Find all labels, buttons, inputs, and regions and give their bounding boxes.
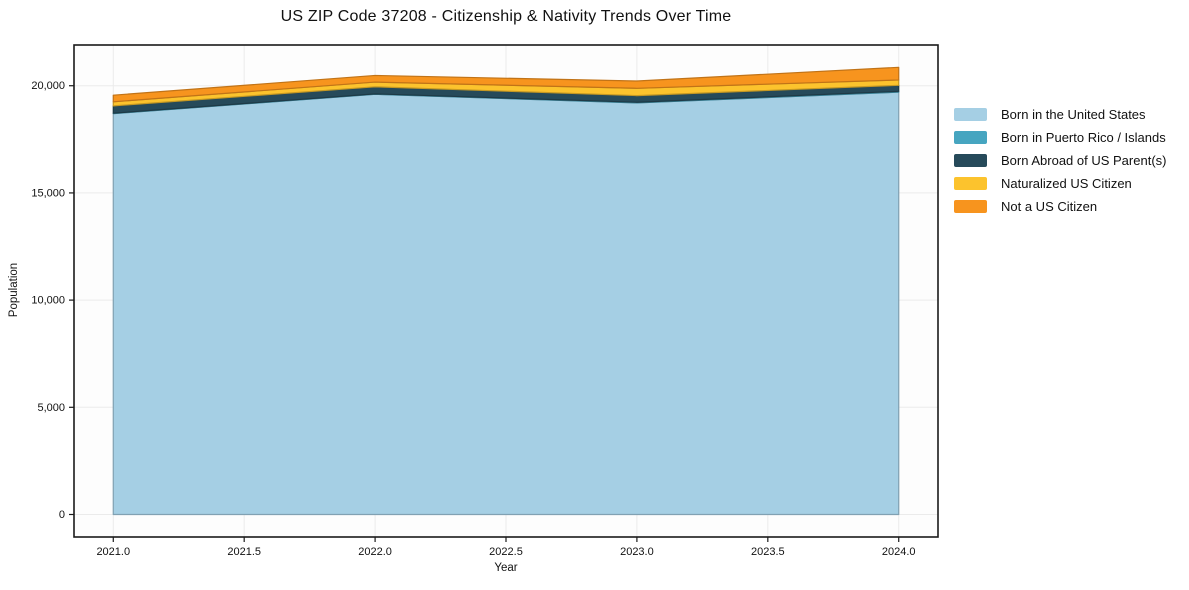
x-tick-label: 2022.5 [489, 546, 523, 558]
area-series-not-a-us-citizen [112, 66, 900, 103]
area-series-born-in-the-united-states [112, 91, 900, 516]
y-tick-label: 10,000 [31, 295, 65, 307]
y-tick-label: 20,000 [31, 80, 65, 92]
x-tick-label: 2023.0 [620, 546, 654, 558]
x-axis-label: Year [494, 562, 518, 574]
legend-swatch [954, 131, 987, 144]
legend-label: Born in Puerto Rico / Islands [1001, 130, 1166, 145]
chart-title: US ZIP Code 37208 - Citizenship & Nativi… [280, 8, 732, 25]
legend-label: Not a US Citizen [1001, 199, 1098, 214]
legend-swatch [954, 108, 987, 121]
legend-label: Naturalized US Citizen [1001, 176, 1132, 191]
x-tick-label: 2021.5 [227, 546, 261, 558]
y-tick-label: 15,000 [31, 187, 65, 199]
legend-item-naturalized-us-citizen: Naturalized US Citizen [954, 172, 1166, 195]
legend-item-born-in-the-united-states: Born in the United States [954, 103, 1166, 126]
legend-item-not-a-us-citizen: Not a US Citizen [954, 195, 1166, 218]
x-tick-label: 2021.0 [96, 546, 130, 558]
x-tick-label: 2022.0 [358, 546, 392, 558]
legend-swatch [954, 177, 987, 190]
legend-item-born-in-puerto-rico-islands: Born in Puerto Rico / Islands [954, 126, 1166, 149]
y-tick-label: 0 [59, 509, 65, 521]
legend-swatch [954, 200, 987, 213]
y-axis-label: Population [8, 262, 20, 318]
legend: Born in the United States Born in Puerto … [954, 103, 1166, 218]
legend-label: Born Abroad of US Parent(s) [1001, 153, 1167, 168]
y-tick-label: 5,000 [37, 402, 65, 414]
x-tick-label: 2023.5 [751, 546, 785, 558]
legend-label: Born in the United States [1001, 107, 1146, 122]
x-tick-label: 2024.0 [882, 546, 916, 558]
legend-swatch [954, 154, 987, 167]
legend-item-born-abroad-of-us-parent-s: Born Abroad of US Parent(s) [954, 149, 1166, 172]
